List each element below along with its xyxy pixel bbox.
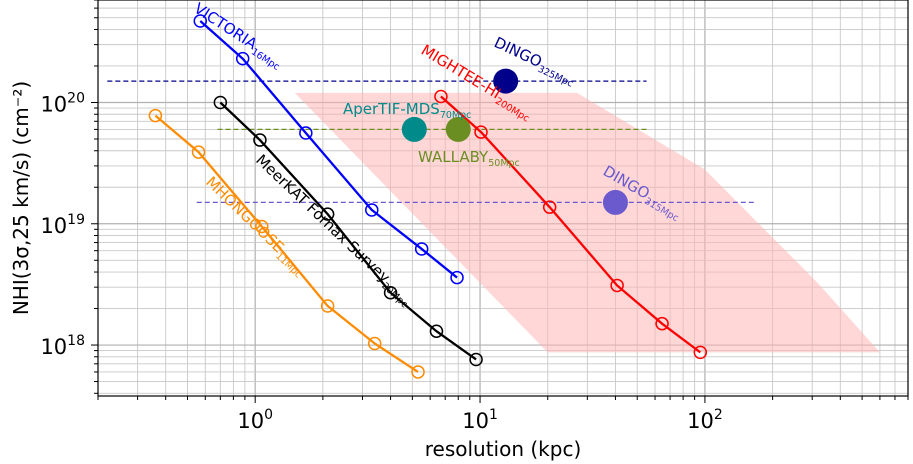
series-marker	[693, 345, 708, 360]
x-axis-title: resolution (kpc)	[425, 437, 582, 461]
series-marker	[429, 324, 444, 338]
x-tick-label-exponent: 1	[489, 407, 498, 423]
x-tick-label: 101	[462, 407, 498, 433]
series-marker	[383, 285, 398, 300]
series-marker	[213, 95, 228, 110]
series-marker	[320, 299, 335, 313]
y-tick-label-base: 10	[40, 214, 67, 238]
series-marker	[450, 270, 464, 285]
y-axis-title: NHI(3σ,25 km/s) (cm⁻²)	[9, 81, 33, 315]
apertif-label: AperTIF-MDS70Mpc	[343, 100, 471, 121]
apertif-label-subscript: 70Mpc	[440, 110, 472, 121]
series-line	[219, 101, 477, 361]
series-marker	[193, 14, 208, 28]
dingo-325-label-subscript: 325Mpc	[536, 64, 575, 90]
series-marker	[365, 203, 379, 217]
series-line	[440, 95, 702, 354]
series-marker	[148, 108, 163, 123]
survey-point	[445, 116, 471, 142]
survey-point	[401, 116, 427, 142]
survey-point	[602, 189, 628, 215]
series-marker	[474, 125, 488, 139]
wallaby-label-name: WALLABY	[418, 148, 489, 166]
y-tick-label-exponent: 19	[67, 212, 85, 228]
y-tick-label: 1018	[40, 333, 85, 359]
series-marker	[434, 89, 448, 104]
series-marker	[235, 51, 250, 66]
wallaby-label-subscript: 50Mpc	[488, 158, 520, 169]
series-marker	[253, 133, 267, 147]
series-marker	[299, 126, 313, 140]
x-tick-label-base: 10	[462, 409, 489, 433]
series-marker	[191, 145, 206, 159]
series-marker	[255, 219, 269, 234]
survey-point	[493, 68, 519, 94]
x-tick-label: 102	[687, 407, 723, 433]
series-marker	[320, 207, 335, 221]
y-tick-label: 1019	[40, 212, 85, 238]
series-marker	[367, 336, 382, 351]
series-marker	[610, 278, 624, 293]
mightee-shaded-region	[294, 92, 880, 353]
x-tick-label-base: 10	[237, 409, 264, 433]
meerkat-fornax-label-subscript: 20Mpc	[379, 281, 409, 311]
series-lines	[148, 14, 708, 379]
series-marker	[542, 200, 557, 214]
series-marker	[469, 352, 483, 367]
x-tick-label: 100	[237, 407, 273, 433]
survey-points	[401, 68, 628, 215]
x-tick-label-base: 10	[687, 409, 714, 433]
reference-lines	[107, 80, 754, 204]
y-tick-label-exponent: 18	[67, 333, 85, 349]
dingo-325-label-name: DINGO	[491, 33, 544, 71]
mhongoose-label-subscript: 11Mpc	[273, 251, 303, 281]
series-line	[199, 20, 458, 279]
y-tick-label-base: 10	[40, 92, 67, 116]
apertif-label-name: AperTIF-MDS	[343, 100, 440, 118]
series-marker	[655, 316, 669, 331]
series-marker	[414, 242, 429, 256]
series-marker	[411, 365, 425, 379]
wallaby-label: WALLABY50Mpc	[418, 148, 520, 169]
shaded-region	[294, 92, 880, 353]
victoria-label-subscript: 16Mpc	[249, 46, 281, 72]
plot-frame	[97, 0, 909, 397]
series-line	[154, 114, 419, 373]
x-tick-label-exponent: 2	[714, 407, 723, 423]
x-tick-label-exponent: 0	[264, 407, 273, 423]
y-tick-label-base: 10	[40, 335, 67, 359]
y-tick-label: 1020	[40, 90, 85, 116]
y-tick-label-exponent: 20	[67, 90, 85, 106]
